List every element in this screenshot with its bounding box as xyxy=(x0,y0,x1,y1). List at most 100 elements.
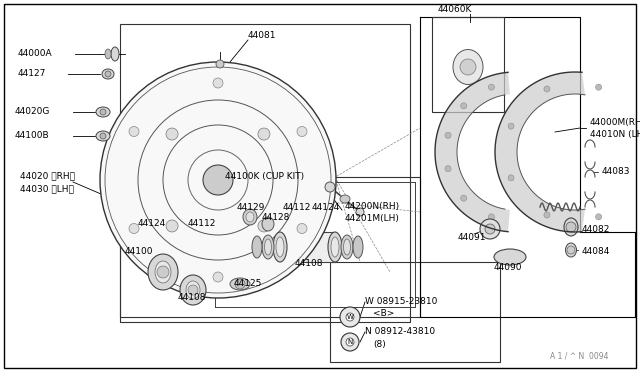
Ellipse shape xyxy=(331,237,339,257)
Circle shape xyxy=(346,313,354,321)
Ellipse shape xyxy=(341,235,353,259)
Text: 44124: 44124 xyxy=(138,219,166,228)
Circle shape xyxy=(157,266,169,278)
Text: 44100B: 44100B xyxy=(15,131,50,141)
Text: 44083: 44083 xyxy=(602,167,630,176)
Text: 44201M(LH): 44201M(LH) xyxy=(345,215,400,224)
Circle shape xyxy=(297,224,307,234)
Text: 44112: 44112 xyxy=(283,202,312,212)
Circle shape xyxy=(567,246,575,254)
Text: 44000A: 44000A xyxy=(18,49,52,58)
Ellipse shape xyxy=(273,232,287,262)
Text: 44020 〈RH〉: 44020 〈RH〉 xyxy=(20,171,75,180)
Text: N 08912-43810: N 08912-43810 xyxy=(365,327,435,337)
Circle shape xyxy=(341,333,359,351)
Circle shape xyxy=(100,62,336,298)
Bar xyxy=(215,182,415,307)
Circle shape xyxy=(480,219,500,239)
Circle shape xyxy=(445,166,451,172)
Text: W: W xyxy=(347,314,353,320)
Ellipse shape xyxy=(262,235,274,259)
Circle shape xyxy=(566,222,576,232)
Text: 44091: 44091 xyxy=(458,232,486,241)
Ellipse shape xyxy=(252,236,262,258)
Circle shape xyxy=(544,86,550,92)
Text: W 08915-23810: W 08915-23810 xyxy=(365,298,437,307)
Circle shape xyxy=(258,220,270,232)
Text: 44128: 44128 xyxy=(262,214,291,222)
Bar xyxy=(120,177,420,317)
Text: 44081: 44081 xyxy=(248,32,276,41)
Circle shape xyxy=(461,195,467,201)
Polygon shape xyxy=(435,72,510,232)
Bar xyxy=(198,165,238,195)
Ellipse shape xyxy=(96,131,110,141)
Circle shape xyxy=(235,279,245,289)
Bar xyxy=(280,232,335,262)
Ellipse shape xyxy=(353,236,363,258)
Text: 44100: 44100 xyxy=(125,247,154,257)
Circle shape xyxy=(166,128,178,140)
Circle shape xyxy=(460,59,476,75)
Text: <B>: <B> xyxy=(373,310,394,318)
Circle shape xyxy=(340,307,360,327)
Circle shape xyxy=(203,165,233,195)
Ellipse shape xyxy=(246,212,254,222)
Circle shape xyxy=(325,182,335,192)
Ellipse shape xyxy=(344,239,351,255)
Text: 44060K: 44060K xyxy=(438,6,472,15)
Circle shape xyxy=(596,84,602,90)
Ellipse shape xyxy=(566,243,577,257)
Ellipse shape xyxy=(100,133,106,139)
Text: 44000M(RH): 44000M(RH) xyxy=(590,118,640,126)
Text: 44124: 44124 xyxy=(312,202,340,212)
Bar xyxy=(120,24,410,322)
Text: 44125: 44125 xyxy=(234,279,262,288)
Text: 44010N (LH): 44010N (LH) xyxy=(590,129,640,138)
Ellipse shape xyxy=(100,109,106,115)
Ellipse shape xyxy=(276,237,284,257)
Ellipse shape xyxy=(105,49,111,59)
Polygon shape xyxy=(495,72,585,232)
Circle shape xyxy=(488,84,495,90)
Bar xyxy=(215,182,415,307)
Circle shape xyxy=(129,126,139,137)
Text: A 1 / ^ N  0094: A 1 / ^ N 0094 xyxy=(550,352,609,360)
Ellipse shape xyxy=(564,218,578,236)
Ellipse shape xyxy=(262,217,274,231)
Circle shape xyxy=(213,272,223,282)
Text: 44108: 44108 xyxy=(295,260,323,269)
Circle shape xyxy=(485,224,495,234)
Circle shape xyxy=(297,126,307,137)
Bar xyxy=(432,17,504,112)
Text: N: N xyxy=(348,339,353,345)
Text: 44090: 44090 xyxy=(494,263,522,273)
Ellipse shape xyxy=(230,278,250,290)
Ellipse shape xyxy=(453,49,483,84)
Circle shape xyxy=(544,212,550,218)
Text: 44129: 44129 xyxy=(237,202,266,212)
Circle shape xyxy=(445,132,451,138)
Circle shape xyxy=(129,224,139,234)
Ellipse shape xyxy=(180,275,206,305)
Circle shape xyxy=(216,60,224,68)
Circle shape xyxy=(461,103,467,109)
Text: 44200N(RH): 44200N(RH) xyxy=(345,202,400,212)
Text: 44112: 44112 xyxy=(188,219,216,228)
Ellipse shape xyxy=(102,69,114,79)
Ellipse shape xyxy=(148,254,178,290)
Text: 44108: 44108 xyxy=(178,292,207,301)
Circle shape xyxy=(346,338,354,346)
Circle shape xyxy=(596,214,602,220)
Bar xyxy=(330,262,500,362)
Ellipse shape xyxy=(328,232,342,262)
Ellipse shape xyxy=(111,47,119,61)
Text: (8): (8) xyxy=(373,340,386,349)
Text: 44127: 44127 xyxy=(18,70,46,78)
Ellipse shape xyxy=(264,239,271,255)
Ellipse shape xyxy=(155,261,171,283)
Ellipse shape xyxy=(186,281,200,299)
Circle shape xyxy=(356,208,364,216)
Circle shape xyxy=(508,175,514,181)
Text: 44020G: 44020G xyxy=(15,108,51,116)
